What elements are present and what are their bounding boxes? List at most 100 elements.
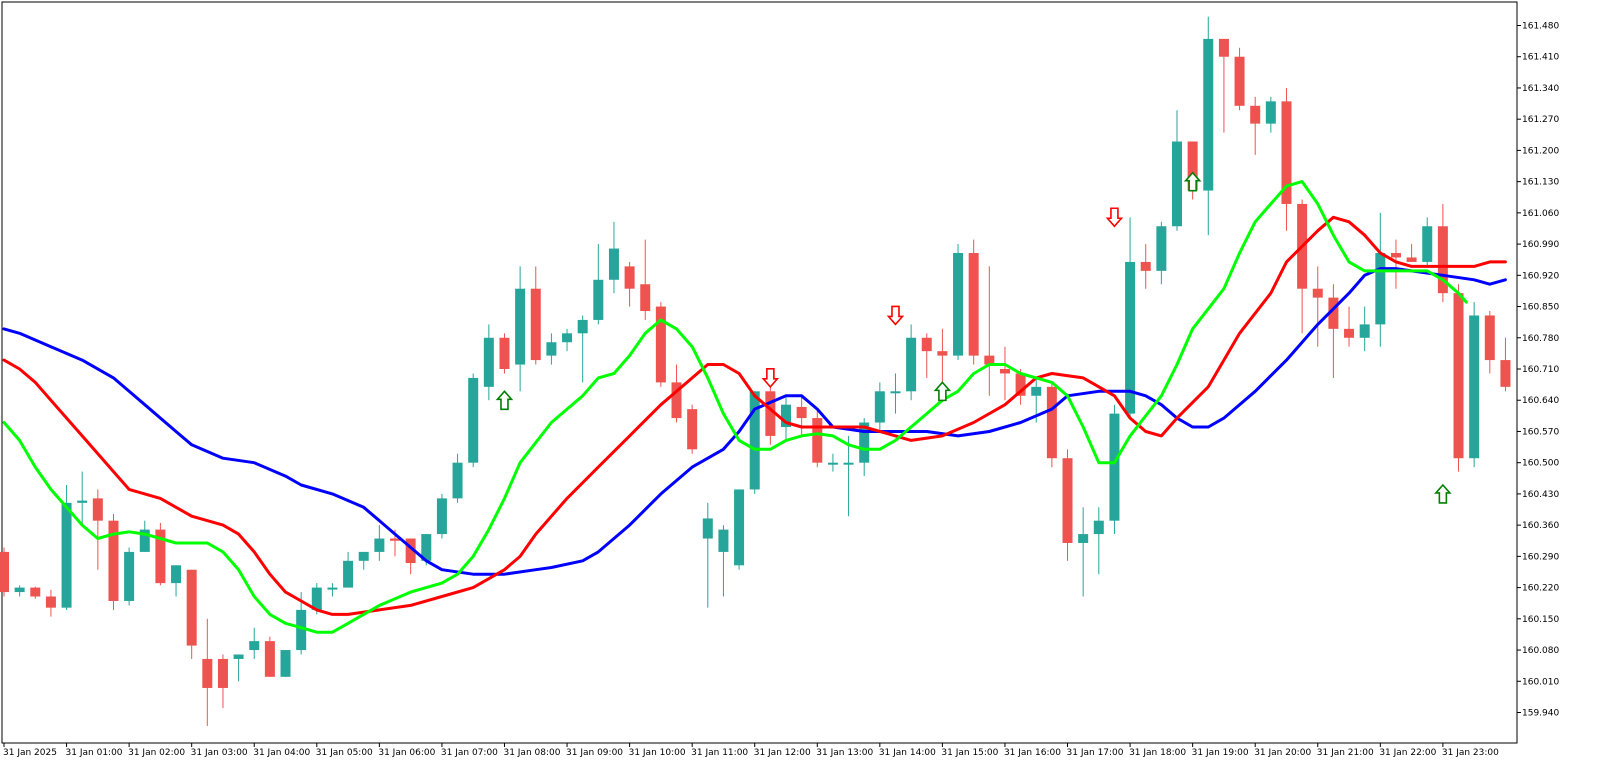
candle: [280, 650, 291, 677]
price-tick-label: 161.060: [1522, 209, 1559, 219]
candle-body: [186, 569, 197, 646]
candle-body: [1109, 413, 1120, 521]
candle-body: [608, 248, 619, 280]
candle: [953, 244, 964, 361]
sell-arrow-icon: [886, 305, 905, 326]
time-tick-label: 31 Jan 20:00: [1254, 748, 1311, 758]
candle: [1375, 212, 1386, 347]
candle: [14, 585, 25, 597]
candle-body: [1484, 315, 1495, 361]
candle: [202, 618, 213, 726]
candle: [1312, 266, 1323, 347]
candle: [264, 636, 275, 677]
candle: [781, 395, 791, 441]
candle-body: [577, 319, 588, 334]
candle-body: [155, 529, 166, 584]
signal-arrows-layer: [495, 171, 1452, 504]
candle-body: [1046, 386, 1057, 459]
candle: [358, 551, 369, 570]
time-tick-label: 31 Jan 2025: [3, 748, 57, 758]
candle-body: [1453, 293, 1464, 459]
candle: [890, 373, 901, 414]
candle-body: [483, 337, 494, 387]
candle-body: [1172, 141, 1182, 227]
candle-body: [14, 587, 25, 593]
candle-body: [1203, 38, 1214, 191]
sell-arrow-icon: [761, 368, 780, 389]
candle-body: [796, 406, 807, 419]
time-tick-label: 31 Jan 15:00: [941, 748, 998, 758]
red-ma-line: [2, 215, 1507, 616]
time-tick-label: 31 Jan 06:00: [378, 748, 435, 758]
candle: [1469, 302, 1480, 468]
candle: [1156, 221, 1167, 285]
candle-body: [1390, 253, 1401, 258]
price-tick-label: 161.270: [1522, 115, 1559, 125]
candle: [186, 569, 197, 659]
candle-body: [1140, 261, 1151, 271]
candle-body: [264, 641, 275, 677]
time-tick-label: 31 Jan 13:00: [816, 748, 873, 758]
candle-body: [546, 342, 557, 356]
time-tick-label: 31 Jan 10:00: [629, 748, 686, 758]
candle: [1172, 110, 1182, 231]
candle: [546, 333, 557, 365]
candle-body: [1437, 226, 1448, 294]
time-tick-label: 31 Jan 14:00: [879, 748, 936, 758]
candle-body: [452, 462, 463, 499]
price-tick-label: 160.990: [1522, 240, 1559, 250]
candle-body: [1422, 226, 1433, 262]
price-tick-label: 161.480: [1522, 22, 1559, 32]
candle-body: [202, 658, 213, 688]
candle-body: [1312, 288, 1323, 298]
buy-arrow-icon: [1434, 483, 1452, 504]
candle: [1390, 239, 1401, 289]
candle-body: [1328, 297, 1339, 329]
candle: [1453, 284, 1464, 472]
candle-body: [1265, 101, 1276, 124]
time-tick-label: 31 Jan 19:00: [1192, 748, 1249, 758]
candle-body: [374, 538, 385, 552]
candle: [1109, 404, 1120, 535]
candle: [921, 333, 932, 378]
time-axis: 31 Jan 2025 31 Jan 01:00 31 Jan 02:00 31 Ja…: [3, 743, 1499, 758]
candle: [171, 565, 182, 597]
candle: [45, 589, 56, 617]
candle-body: [671, 382, 682, 419]
price-tick-label: 160.430: [1522, 490, 1559, 500]
candle: [687, 404, 698, 454]
candle-body: [734, 489, 745, 566]
candle-body: [1187, 141, 1198, 191]
candle: [249, 627, 260, 659]
candle: [640, 239, 651, 320]
candle-body: [765, 391, 776, 436]
candle: [1344, 306, 1355, 347]
candle-body: [937, 351, 948, 356]
candle: [1218, 38, 1229, 133]
candle-body: [1125, 261, 1136, 414]
price-tick-label: 161.410: [1522, 53, 1559, 63]
candle-body: [1156, 226, 1167, 271]
time-tick-label: 31 Jan 07:00: [441, 748, 498, 758]
time-tick-label: 31 Jan 22:00: [1379, 748, 1436, 758]
candle: [624, 261, 635, 307]
candle-body: [233, 654, 244, 659]
time-tick-label: 31 Jan 08:00: [503, 748, 560, 758]
candle-body: [139, 529, 150, 552]
candle-body: [702, 518, 713, 539]
candle: [1484, 311, 1495, 374]
blue-ma-line: [2, 267, 1507, 576]
candle-body: [171, 565, 182, 584]
candles-layer: [0, 16, 1511, 726]
candle: [593, 244, 604, 325]
candle: [984, 266, 995, 396]
candle: [765, 386, 776, 445]
candle: [906, 324, 917, 401]
candle: [1250, 96, 1261, 155]
candle: [515, 266, 526, 392]
candle: [796, 395, 807, 436]
candle: [155, 522, 166, 586]
price-tick-label: 161.200: [1522, 146, 1559, 156]
candle-body: [1500, 360, 1511, 387]
